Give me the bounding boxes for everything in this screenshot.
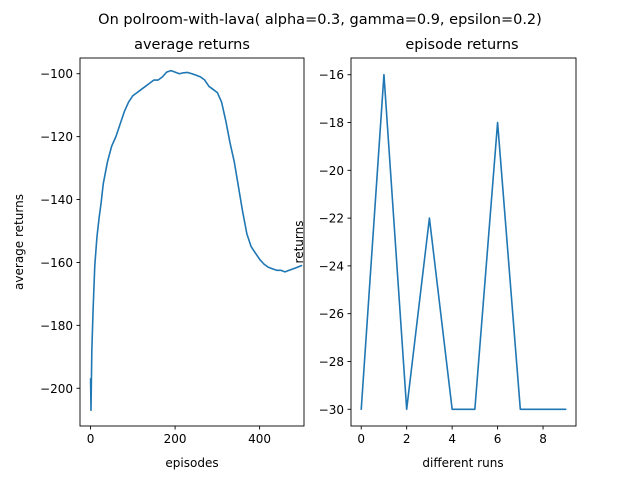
right-chart-y-tick-label: −30 — [319, 403, 344, 417]
left-chart-y-tick-label: −160 — [40, 256, 73, 270]
left-chart-x-tick-label: 400 — [248, 432, 271, 446]
left-chart-x-axis-label: episodes — [165, 456, 218, 470]
right-chart-x-axis-label: different runs — [422, 456, 503, 470]
right-chart-x-tick-label: 4 — [448, 432, 456, 446]
right-chart-y-tick-label: −26 — [319, 307, 344, 321]
right-chart-y-axis-label: returns — [292, 221, 306, 264]
right-chart-title: episode returns — [405, 37, 518, 53]
figure-suptitle: On polroom-with-lava( alpha=0.3, gamma=0… — [98, 12, 542, 28]
left-chart-series-line — [89, 69, 303, 412]
left-chart-x-tick-label: 200 — [164, 432, 187, 446]
right-chart-y-tick-label: −18 — [319, 116, 344, 130]
right-chart-y-tick-label: −22 — [319, 212, 344, 226]
right-chart-y-tick-label: −20 — [319, 164, 344, 178]
right-chart-x-tick-label: 2 — [403, 432, 411, 446]
left-chart-y-axis-label: average returns — [12, 194, 26, 290]
right-chart-frame — [350, 57, 577, 427]
left-chart-average-returns: average returns 0 200 400 −200 −180 −160 −140 −… — [12, 37, 305, 470]
left-chart-y-tick-label: −140 — [40, 193, 73, 207]
right-chart-x-tick-label: 8 — [539, 432, 547, 446]
right-chart-y-tick-label: −16 — [319, 68, 344, 82]
left-chart-x-tick-label: 0 — [87, 432, 95, 446]
right-chart-series-line — [360, 73, 567, 411]
left-chart-axes-ticks: 0 200 400 −200 −180 −160 −140 −120 −100 — [40, 67, 271, 446]
right-chart-x-tick-label: 0 — [357, 432, 365, 446]
left-chart-title: average returns — [134, 37, 250, 53]
right-chart-episode-returns: episode returns 0 2 4 6 8 −30 −28 −26 −24 −22 −20 −… — [292, 37, 577, 470]
left-chart-y-tick-label: −180 — [40, 319, 73, 333]
right-chart-y-tick-label: −28 — [319, 355, 344, 369]
right-chart-axes-ticks: 0 2 4 6 8 −30 −28 −26 −24 −22 −20 −18 −16 — [319, 68, 547, 446]
left-chart-y-tick-label: −100 — [40, 67, 73, 81]
right-chart-y-tick-label: −24 — [319, 259, 344, 273]
left-chart-y-tick-label: −120 — [40, 130, 73, 144]
left-chart-y-tick-label: −200 — [40, 382, 73, 396]
left-chart-frame — [79, 57, 305, 427]
right-chart-x-tick-label: 6 — [494, 432, 502, 446]
